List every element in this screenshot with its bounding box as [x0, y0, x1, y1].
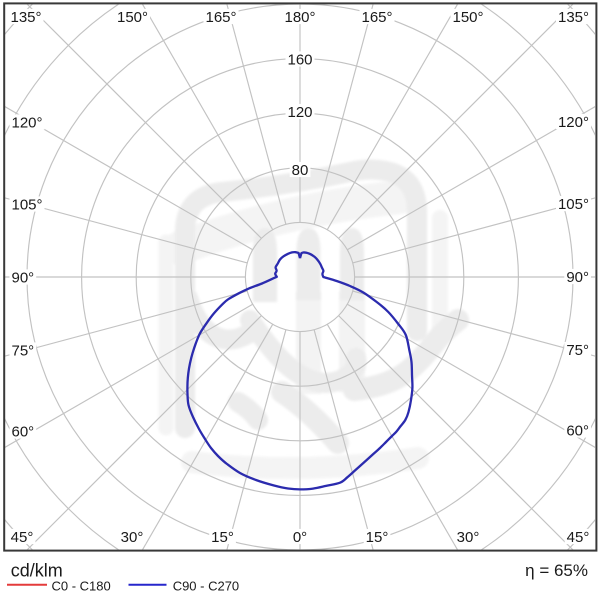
- svg-text:150°: 150°: [452, 9, 483, 26]
- svg-text:C90 - C270: C90 - C270: [173, 579, 239, 594]
- svg-text:15°: 15°: [211, 529, 234, 546]
- svg-text:30°: 30°: [121, 529, 144, 546]
- svg-text:180°: 180°: [284, 9, 315, 26]
- svg-text:η = 65%: η = 65%: [525, 561, 588, 580]
- svg-text:0°: 0°: [293, 529, 307, 546]
- svg-text:165°: 165°: [205, 9, 236, 26]
- svg-text:15°: 15°: [366, 529, 389, 546]
- svg-text:30°: 30°: [457, 529, 480, 546]
- svg-text:75°: 75°: [566, 342, 589, 359]
- svg-text:90°: 90°: [566, 269, 589, 286]
- svg-text:C0 - C180: C0 - C180: [52, 579, 111, 594]
- svg-text:45°: 45°: [11, 529, 34, 546]
- svg-text:cd/klm: cd/klm: [11, 560, 63, 580]
- svg-text:135°: 135°: [558, 9, 589, 26]
- svg-text:150°: 150°: [117, 9, 148, 26]
- svg-text:105°: 105°: [12, 196, 43, 213]
- svg-text:60°: 60°: [566, 422, 589, 439]
- svg-text:80: 80: [292, 162, 309, 179]
- svg-text:120°: 120°: [12, 114, 43, 131]
- svg-text:165°: 165°: [361, 9, 392, 26]
- svg-text:120°: 120°: [558, 114, 589, 131]
- svg-text:60°: 60°: [12, 423, 35, 440]
- svg-text:120: 120: [287, 104, 312, 121]
- svg-text:45°: 45°: [567, 529, 590, 546]
- svg-text:75°: 75°: [12, 342, 35, 359]
- svg-text:135°: 135°: [10, 9, 41, 26]
- svg-text:90°: 90°: [12, 269, 35, 286]
- svg-text:160: 160: [287, 51, 312, 68]
- svg-text:105°: 105°: [558, 196, 589, 213]
